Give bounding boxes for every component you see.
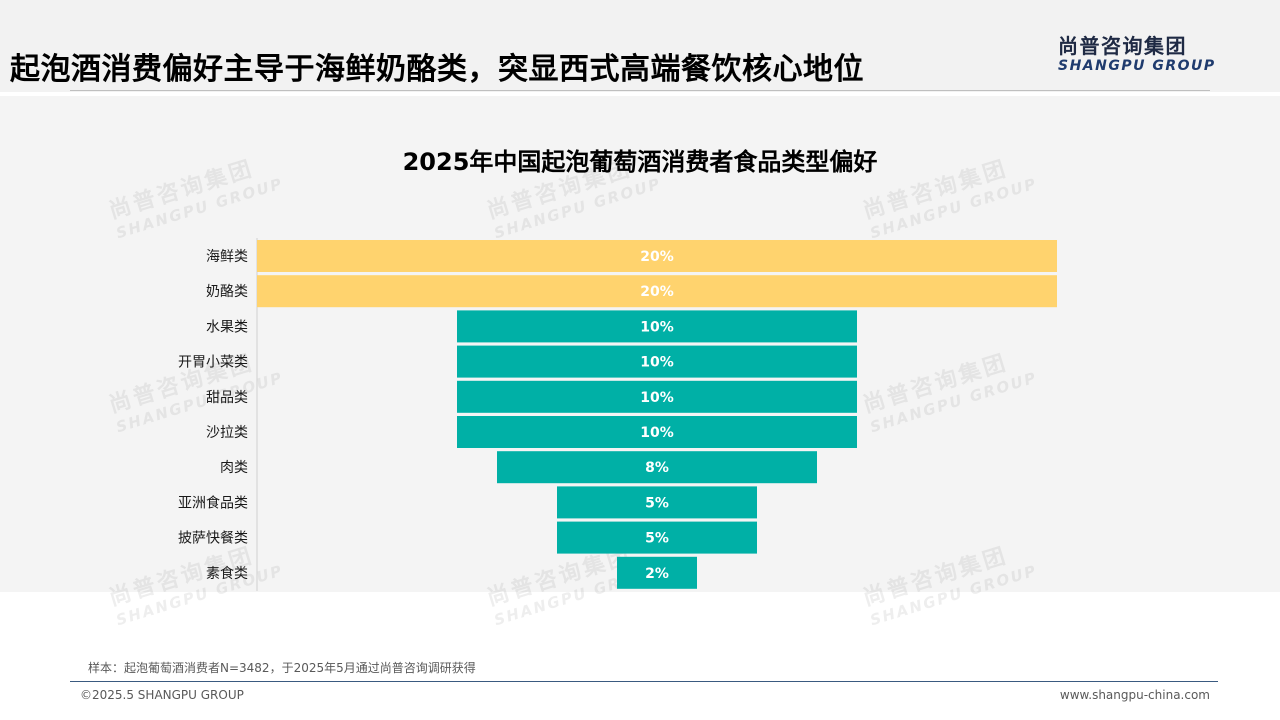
- bar-4: [457, 345, 857, 378]
- data-label: 10%: [640, 425, 674, 441]
- bar-7: [497, 451, 817, 484]
- bar-9: [557, 521, 757, 554]
- sample-note: 样本：起泡葡萄酒消费者N=3482，于2025年5月通过尚普咨询调研获得: [88, 661, 476, 675]
- header-divider: [70, 90, 1210, 91]
- bar-3: [457, 310, 857, 343]
- data-label: 10%: [640, 390, 674, 406]
- data-label: 8%: [645, 460, 669, 476]
- header-band: [0, 0, 1280, 92]
- category-label: 海鲜类: [206, 249, 248, 265]
- website-link[interactable]: www.shangpu-china.com: [1059, 688, 1210, 702]
- logo-cn-text: 尚普咨询集团: [1058, 34, 1187, 58]
- data-label: 5%: [645, 495, 669, 511]
- copyright-text: ©2025.5 SHANGPU GROUP: [80, 688, 244, 702]
- bar-6: [457, 416, 857, 448]
- category-label: 亚洲食品类: [178, 494, 248, 511]
- bar-1: [257, 240, 1057, 272]
- data-label: 20%: [640, 249, 674, 265]
- data-label: 10%: [640, 355, 674, 371]
- category-label: 肉类: [220, 460, 248, 476]
- category-label: 素食类: [206, 565, 248, 582]
- data-label: 10%: [640, 319, 674, 335]
- page-title: 起泡酒消费偏好主导于海鲜奶酪类，突显西式高端餐饮核心地位: [10, 52, 864, 87]
- logo-en-text: SHANGPU GROUP: [1058, 58, 1216, 74]
- bar-8: [557, 486, 757, 519]
- data-label: 5%: [645, 531, 669, 547]
- category-label: 水果类: [206, 319, 248, 335]
- company-logo: 尚普咨询集团 SHANGPU GROUP: [1058, 34, 1216, 74]
- bar-2: [257, 275, 1057, 308]
- category-label: 奶酪类: [206, 284, 248, 300]
- chart-title: 2025年中国起泡葡萄酒消费者食品类型偏好: [402, 148, 878, 176]
- category-label: 披萨快餐类: [178, 531, 248, 547]
- footer-divider: [70, 681, 1218, 682]
- data-label: 20%: [640, 284, 674, 300]
- bar-10: [617, 556, 697, 589]
- category-label: 开胃小菜类: [178, 355, 248, 371]
- category-label: 沙拉类: [206, 425, 248, 441]
- bar-5: [457, 380, 857, 413]
- category-label: 甜品类: [206, 390, 248, 406]
- data-label: 2%: [645, 566, 669, 582]
